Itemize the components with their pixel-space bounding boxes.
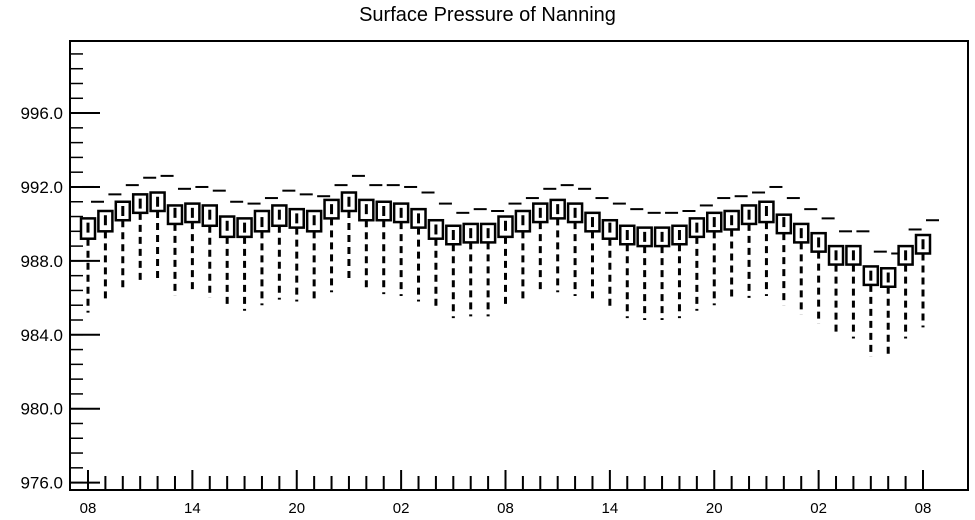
chart-title: Surface Pressure of Nanning bbox=[359, 4, 616, 26]
box-plot-item bbox=[549, 184, 574, 293]
box-plot-item bbox=[253, 197, 278, 306]
y-tick-label: 996.0 bbox=[20, 104, 63, 123]
box-plot-item bbox=[497, 202, 522, 309]
box-plot-item bbox=[653, 211, 679, 321]
box-plot-item bbox=[166, 187, 191, 296]
box-plot-item bbox=[323, 184, 348, 293]
box-plot-item bbox=[810, 217, 835, 324]
box-plot-item bbox=[97, 193, 122, 304]
x-tick-label: 02 bbox=[810, 500, 827, 517]
x-tick-label: 20 bbox=[288, 500, 305, 517]
y-tick-label: 980.0 bbox=[20, 400, 63, 419]
x-tick-label: 14 bbox=[184, 500, 201, 517]
x-tick-label: 08 bbox=[497, 500, 514, 517]
box-plot-item bbox=[358, 184, 383, 293]
box-plot-item bbox=[619, 208, 644, 319]
box-plot-item bbox=[236, 202, 261, 311]
box-plot-item bbox=[775, 197, 800, 306]
box-plot-item bbox=[601, 202, 626, 311]
box-plot-item bbox=[636, 211, 661, 321]
box-plot-item bbox=[584, 197, 609, 304]
box-plot-item bbox=[758, 185, 783, 296]
x-tick-label: 20 bbox=[706, 500, 723, 517]
plot-frame bbox=[69, 40, 969, 491]
box-plot-item bbox=[532, 187, 557, 295]
box-plot-item bbox=[410, 191, 435, 302]
box-plot-item bbox=[897, 228, 922, 339]
box-plot-item bbox=[149, 174, 174, 284]
axis-layer: 976.0 980.0 984.0 988.0 992.0 996.0 08 14 20 02 08… bbox=[20, 53, 932, 517]
box-plot-item bbox=[862, 250, 887, 357]
y-tick-label: 988.0 bbox=[20, 252, 63, 271]
box-plot-item bbox=[566, 187, 592, 296]
box-plot-item bbox=[218, 200, 244, 309]
box-plot-item bbox=[688, 204, 713, 311]
x-tick-label: 02 bbox=[393, 500, 410, 517]
box-plot-item bbox=[827, 230, 853, 337]
box-plot-item bbox=[740, 191, 766, 298]
box-plot-item bbox=[462, 208, 487, 317]
box-plot-item bbox=[131, 176, 157, 284]
box-plot-item bbox=[792, 208, 818, 315]
box-plot-item bbox=[392, 185, 418, 296]
box-plot-item bbox=[514, 197, 539, 302]
box-plot-item bbox=[271, 189, 296, 300]
x-tick-label: 08 bbox=[915, 500, 932, 517]
box-plot-item bbox=[671, 209, 696, 319]
box-plot-item bbox=[305, 195, 331, 304]
box-plot-item bbox=[427, 202, 452, 311]
y-tick-label: 976.0 bbox=[20, 474, 63, 493]
x-tick-label: 08 bbox=[80, 500, 97, 517]
y-tick-label: 992.0 bbox=[20, 178, 63, 197]
box-plot-item bbox=[79, 185, 104, 313]
box-plot-item bbox=[845, 230, 870, 339]
box-plot-item bbox=[184, 185, 209, 295]
box-plot-item bbox=[288, 193, 313, 302]
box-plot-item bbox=[706, 197, 731, 306]
y-tick-label: 984.0 bbox=[20, 326, 63, 345]
box-plot-item bbox=[201, 189, 226, 298]
box-plot-item bbox=[914, 219, 939, 328]
box-plot-item bbox=[340, 174, 365, 284]
box-plot-item bbox=[114, 184, 139, 293]
box-plot-item bbox=[479, 209, 505, 317]
box-layer bbox=[79, 174, 939, 359]
box-plot-item bbox=[445, 211, 470, 319]
x-tick-label: 14 bbox=[602, 500, 619, 517]
box-plot-item bbox=[723, 195, 748, 302]
box-plot-item bbox=[375, 184, 400, 295]
box-plot-item bbox=[879, 252, 905, 359]
